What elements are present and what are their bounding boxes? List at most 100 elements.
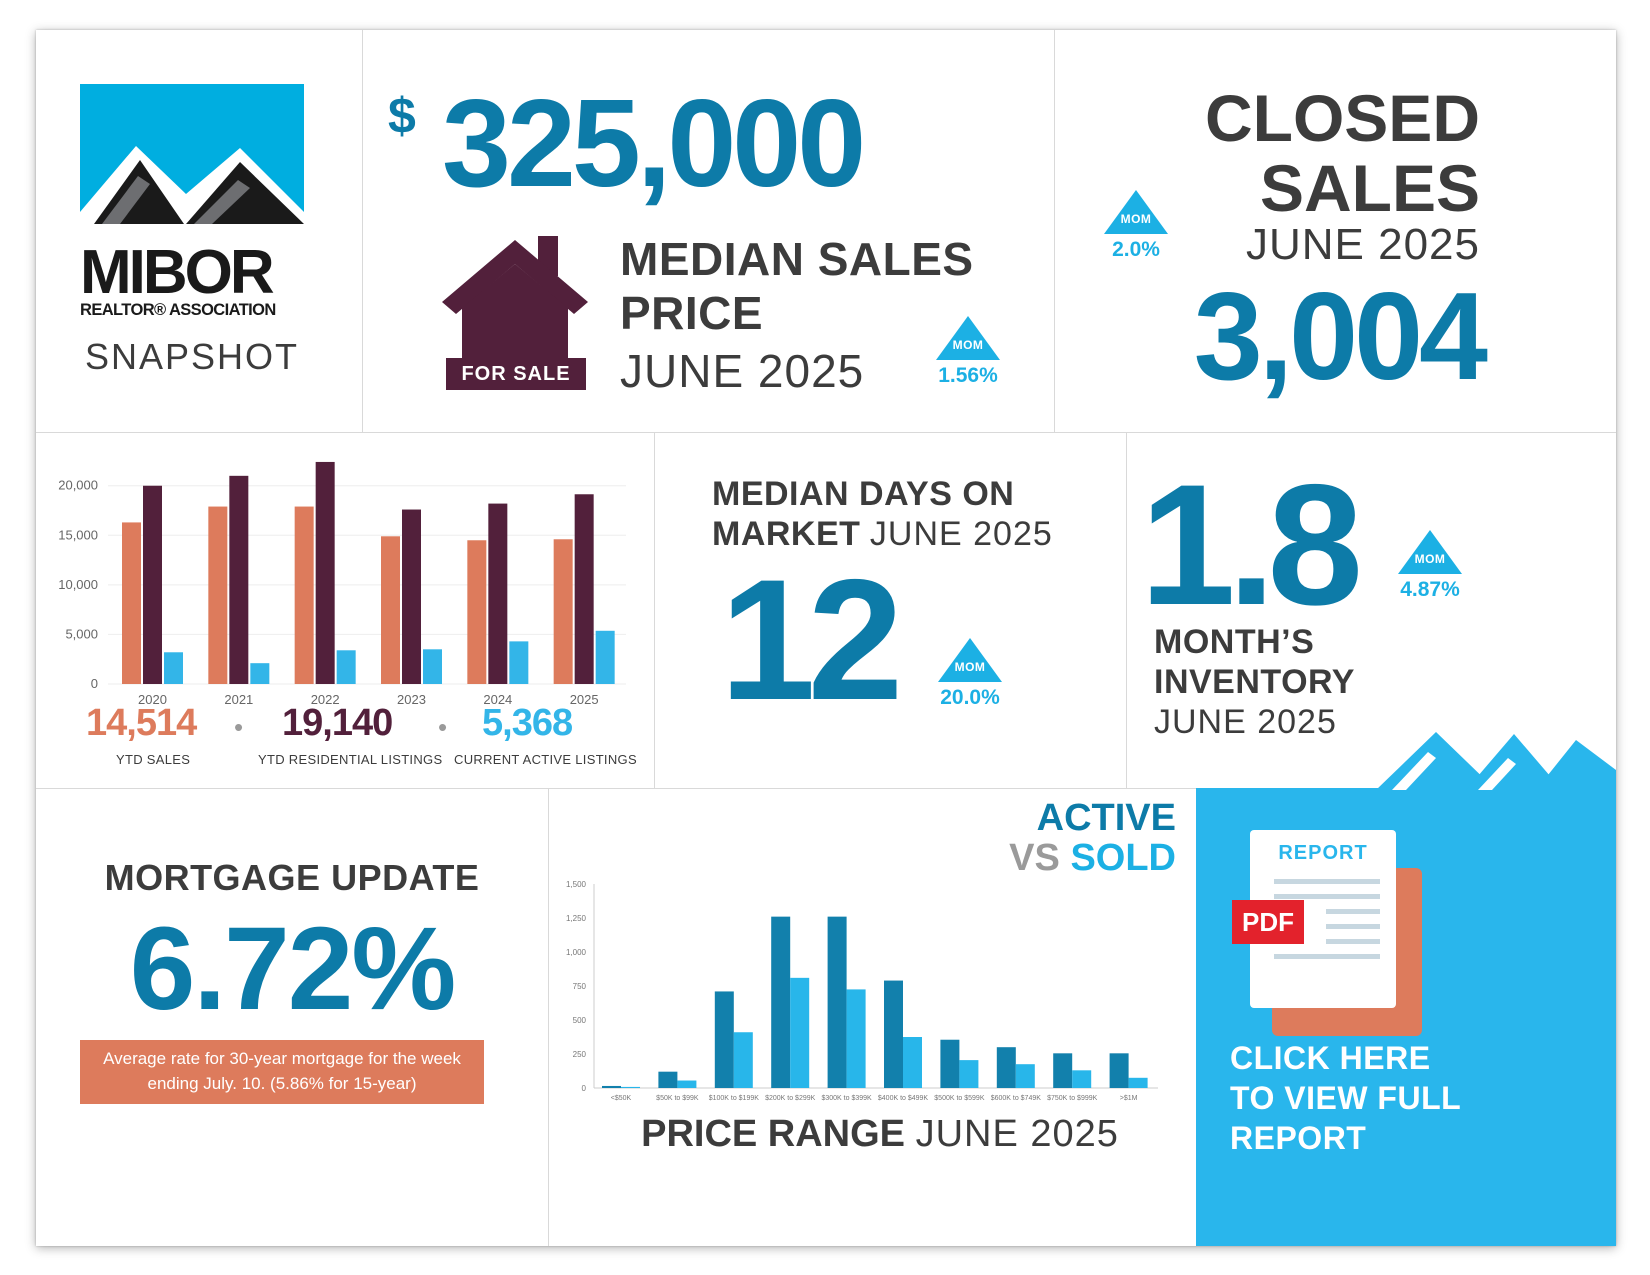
dom-label-1: MEDIAN DAYS ON	[712, 475, 1015, 513]
y-tick-label: 1,000	[566, 948, 587, 957]
cta-line-1: CLICK HERE	[1230, 1040, 1431, 1076]
x-tick-label: $300K to $399K	[821, 1095, 872, 1102]
inventory-label-2: INVENTORY	[1154, 663, 1355, 701]
divider	[36, 788, 1616, 789]
bar	[336, 650, 356, 684]
inventory-label-1: MONTH’S	[1154, 623, 1315, 661]
vs-word: VS	[1009, 837, 1060, 879]
y-tick-label: 15,000	[58, 527, 98, 542]
x-tick-label: >$1M	[1120, 1095, 1138, 1102]
dom-period: JUNE 2025	[869, 515, 1053, 553]
x-tick-label: $500K to $599K	[934, 1095, 985, 1102]
sold-word: SOLD	[1070, 837, 1176, 879]
x-tick-label: $100K to $199K	[709, 1095, 760, 1102]
bar	[677, 1080, 697, 1088]
y-tick-label: 10,000	[58, 577, 98, 592]
bar	[1053, 1053, 1073, 1088]
bar	[488, 503, 508, 684]
bar	[509, 641, 529, 684]
closed-sales-label-2: SALES	[1259, 151, 1480, 225]
brand-name: MIBOR	[80, 238, 275, 307]
median-price-value: 325,000	[442, 75, 866, 213]
bar	[771, 916, 791, 1088]
stat-separator: •	[438, 712, 448, 742]
divider	[36, 432, 1616, 433]
bar	[940, 1039, 960, 1088]
bar	[294, 506, 314, 684]
bar	[714, 991, 734, 1088]
bar	[996, 1047, 1016, 1088]
up-arrow-icon: MOM	[938, 638, 1002, 682]
price-range-bar-chart: 0 250 500 750 1,000 1,250 1,500 <$50K $50K to $9…	[566, 880, 1158, 1102]
bar	[402, 509, 421, 684]
mom-value: 1.56%	[938, 364, 998, 387]
bar	[621, 1086, 640, 1088]
median-price-period: JUNE 2025	[620, 345, 865, 397]
x-tick-label: 2021	[224, 692, 253, 707]
x-tick-label: <$50K	[611, 1095, 632, 1102]
bar	[553, 539, 573, 684]
median-price-mom-badge: MOM 1.56%	[928, 316, 1008, 388]
x-tick-label: 2024	[483, 692, 512, 707]
inventory-period: JUNE 2025	[1154, 703, 1337, 741]
median-price-label-2: PRICE	[620, 287, 764, 339]
closed-sales-period: JUNE 2025	[1245, 220, 1480, 269]
cta-mountain-peaks-icon	[1376, 732, 1616, 790]
y-tick-label: 1,250	[566, 914, 587, 923]
mibor-logo[interactable]: MIBOR REALTOR® ASSOCIATION SNAPSHOT	[80, 84, 304, 414]
divider	[1126, 432, 1127, 788]
mortgage-note: Average rate for 30-year mortgage for th…	[80, 1040, 484, 1104]
snapshot-label: SNAPSHOT	[84, 336, 300, 377]
bar	[143, 485, 162, 684]
price-range-footer: PRICE RANGE JUNE 2025	[548, 1110, 1212, 1158]
report-doc-title: REPORT	[1278, 842, 1368, 864]
y-tick-label: 1,500	[566, 880, 587, 889]
view-report-button[interactable]: REPORT PDF CLICK HERE TO VIEW FULL REPOR…	[1196, 788, 1616, 1246]
bar	[467, 540, 487, 684]
bar	[658, 1071, 678, 1088]
bar	[1072, 1070, 1092, 1088]
x-tick-label: 2020	[138, 692, 167, 707]
bar	[903, 1037, 922, 1088]
bar	[164, 652, 183, 684]
active-listings-value: 5,368	[482, 702, 573, 744]
y-tick-label: 750	[573, 982, 587, 991]
bar	[574, 494, 594, 684]
mountain-logo-icon	[80, 84, 304, 224]
y-tick-label: 250	[573, 1050, 587, 1059]
cta-line-2: TO VIEW FULL	[1230, 1080, 1462, 1116]
mom-value: 4.87%	[1400, 578, 1460, 601]
brand-subtitle: REALTOR® ASSOCIATION	[80, 301, 276, 319]
y-tick-label: 0	[582, 1084, 587, 1093]
x-tick-label: $750K to $999K	[1047, 1095, 1098, 1102]
bar	[959, 1060, 979, 1088]
dom-value: 12	[720, 544, 903, 736]
closed-sales-label-1: CLOSED	[1204, 81, 1480, 155]
bar	[846, 989, 866, 1088]
x-tick-label: 2025	[570, 692, 599, 707]
bar	[1128, 1077, 1148, 1088]
price-range-title: PRICE RANGE	[641, 1113, 906, 1155]
dom-label-2: MARKET	[712, 515, 861, 553]
bar	[229, 475, 249, 684]
bar	[602, 1085, 621, 1088]
x-tick-label: 2022	[311, 692, 340, 707]
y-tick-label: 500	[573, 1016, 587, 1025]
snapshot-card: MIBOR REALTOR® ASSOCIATION SNAPSHOT $ 32…	[36, 30, 1616, 1246]
bar	[315, 461, 335, 684]
x-tick-label: $400K to $499K	[878, 1095, 929, 1102]
pdf-badge: PDF	[1232, 900, 1304, 944]
x-tick-label: 2023	[397, 692, 426, 707]
x-tick-label: $50K to $99K	[656, 1095, 699, 1102]
bar	[1015, 1064, 1035, 1088]
closed-sales-mom-badge: MOM 2.0%	[1096, 190, 1176, 262]
divider	[1054, 30, 1055, 432]
dom-mom-badge: MOM 20.0%	[930, 638, 1010, 710]
mom-value: 2.0%	[1112, 238, 1160, 261]
median-price-label-1: MEDIAN SALES	[620, 233, 974, 285]
bar	[381, 536, 400, 684]
bar	[1109, 1053, 1129, 1088]
mom-label: MOM	[1414, 552, 1446, 566]
dom-label-row: MARKET JUNE 2025	[712, 514, 1053, 554]
x-tick-label: $600K to $749K	[991, 1095, 1042, 1102]
